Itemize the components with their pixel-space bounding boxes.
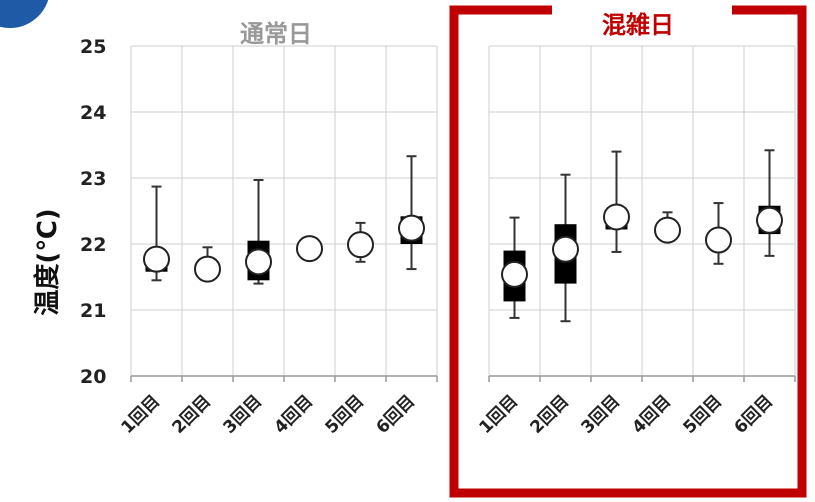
x-tick-label: 1回目 (117, 391, 164, 438)
median-marker (552, 235, 579, 263)
y-tick-label: 20 (80, 366, 106, 388)
median-marker (705, 226, 732, 254)
y-tick-label: 21 (80, 300, 106, 322)
median-marker (296, 235, 323, 263)
median-marker (143, 245, 170, 273)
x-tick-label: 5回目 (679, 391, 726, 438)
x-tick-label: 1回目 (475, 391, 522, 438)
median-marker (398, 214, 425, 242)
corner-badge-icon (0, 0, 53, 32)
y-axis-label: 温度(℃) (32, 208, 63, 315)
x-tick-label: 2回目 (526, 391, 573, 438)
chart-marks (143, 149, 783, 323)
highlight-header-bg (552, 2, 732, 42)
x-tick-label: 4回目 (628, 391, 675, 438)
median-marker (194, 255, 221, 283)
x-tick-label: 5回目 (321, 391, 368, 438)
x-tick-label: 3回目 (577, 391, 624, 438)
group-label-congested: 混雑日 (602, 11, 674, 39)
axes (130, 375, 796, 382)
y-tick-label: 23 (80, 168, 106, 190)
y-tick-label: 25 (80, 36, 106, 58)
y-tick-label: 22 (80, 234, 106, 256)
group-label-normal: 通常日 (240, 20, 312, 48)
gridlines (130, 45, 796, 376)
median-marker (654, 216, 681, 244)
median-marker (501, 260, 528, 288)
median-marker (756, 206, 783, 234)
y-tick-label: 24 (80, 102, 106, 124)
median-marker (245, 248, 272, 276)
x-tick-label: 6回目 (372, 391, 419, 438)
x-tick-label: 4回目 (270, 391, 317, 438)
median-marker (347, 231, 374, 259)
x-tick-label: 2回目 (168, 391, 215, 438)
x-tick-label: 6回目 (730, 391, 777, 438)
x-tick-label: 3回目 (219, 391, 266, 438)
median-marker (603, 203, 630, 231)
